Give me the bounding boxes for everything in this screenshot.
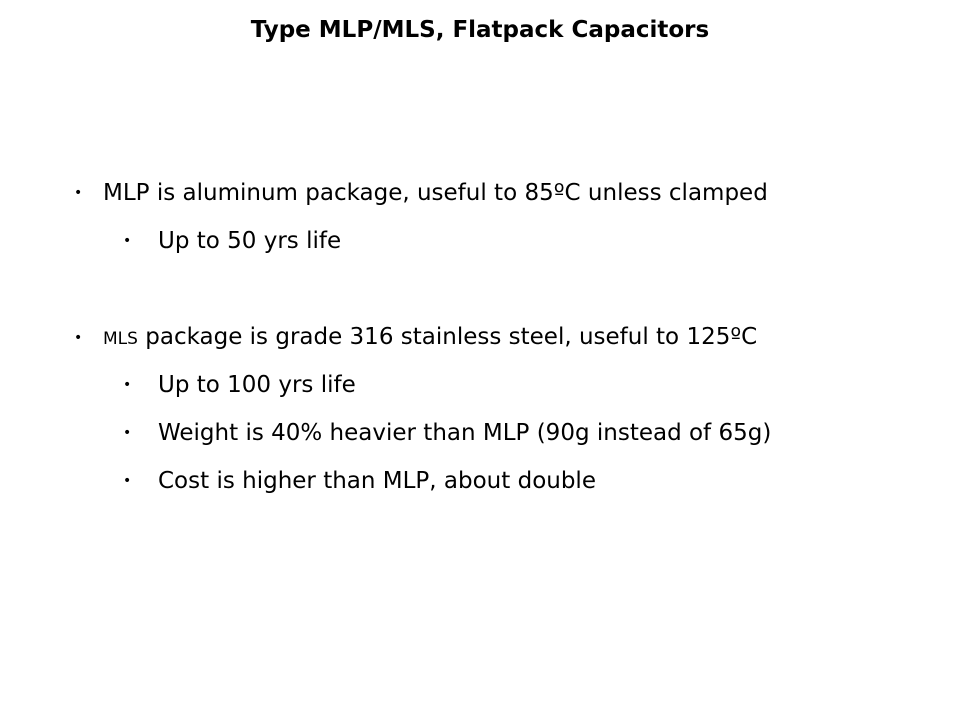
bullet-2-prefix: MLS <box>103 329 138 349</box>
bullet-1: MLP is aluminum package, useful to 85ºC … <box>103 180 768 206</box>
bullet-icon: • <box>123 377 132 393</box>
sub-bullet-2-2: Weight is 40% heavier than MLP (90g inst… <box>158 420 772 446</box>
bullet-icon: • <box>123 425 132 441</box>
bullet-2: MLS package is grade 316 stainless steel… <box>103 324 757 350</box>
sub-bullet-1-1: Up to 50 yrs life <box>158 228 342 254</box>
bullet-2-text: package is grade 316 stainless steel, us… <box>137 324 758 350</box>
slide-title: Type MLP/MLS, Flatpack Capacitors <box>250 17 710 43</box>
sub-bullet-2-1: Up to 100 yrs life <box>158 372 356 398</box>
bullet-icon: • <box>74 330 83 346</box>
sub-bullet-2-3: Cost is higher than MLP, about double <box>158 468 596 494</box>
bullet-icon: • <box>74 185 83 201</box>
bullet-icon: • <box>123 473 132 489</box>
bullet-icon: • <box>123 233 132 249</box>
